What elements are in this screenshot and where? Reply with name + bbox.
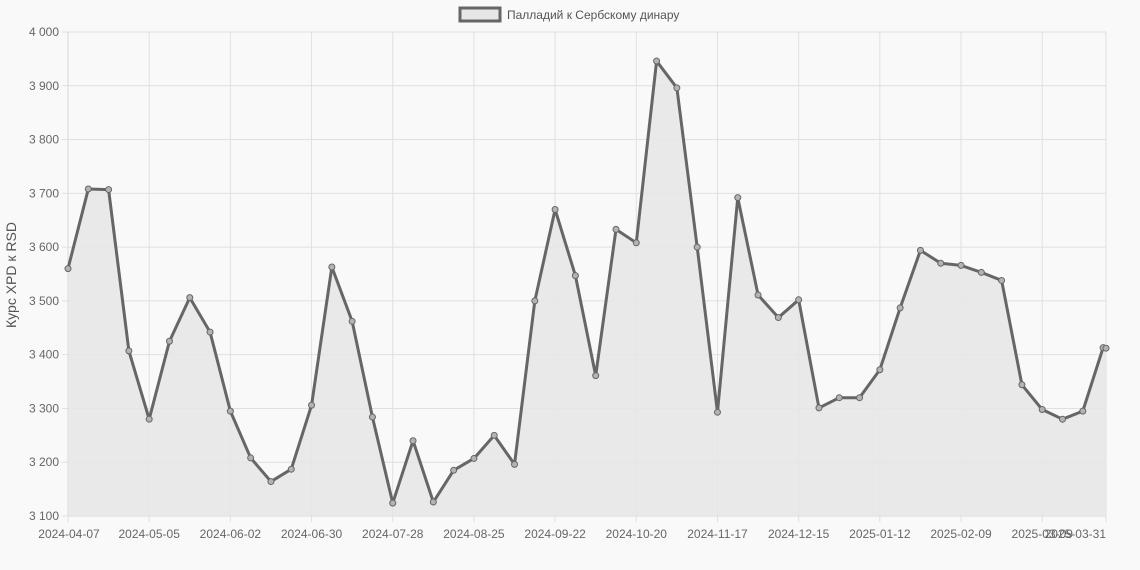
x-tick-label: 2024-12-15 — [768, 527, 830, 541]
data-point[interactable] — [1102, 344, 1110, 352]
x-tick-label: 2025-03-09 — [1012, 527, 1074, 541]
data-point[interactable] — [815, 404, 823, 412]
x-tick-label: 2024-11-17 — [687, 527, 748, 541]
data-point[interactable] — [876, 366, 884, 374]
data-point[interactable] — [389, 499, 397, 507]
y-tick-label: 3 700 — [29, 186, 59, 200]
data-point[interactable] — [105, 186, 113, 194]
data-point[interactable] — [998, 276, 1006, 284]
data-point[interactable] — [368, 413, 376, 421]
y-axis-title: Курс XPD к RSD — [3, 222, 19, 328]
data-point[interactable] — [84, 185, 92, 193]
x-tick-label: 2024-07-28 — [362, 527, 424, 541]
data-point[interactable] — [632, 239, 640, 247]
data-point[interactable] — [937, 259, 945, 267]
data-point[interactable] — [856, 394, 864, 402]
data-point[interactable] — [64, 265, 72, 273]
data-point[interactable] — [1079, 407, 1087, 415]
data-point[interactable] — [409, 437, 417, 445]
y-tick-label: 3 600 — [29, 240, 59, 254]
x-tick-label: 2024-04-07 — [38, 527, 100, 541]
y-tick-label: 3 300 — [29, 401, 59, 415]
data-point[interactable] — [165, 337, 173, 345]
y-tick-label: 3 900 — [29, 79, 59, 93]
data-point[interactable] — [693, 243, 701, 251]
data-point[interactable] — [673, 84, 681, 92]
y-tick-label: 3 800 — [29, 133, 59, 147]
data-point[interactable] — [1059, 415, 1067, 423]
y-axis: 3 100 3 200 3 300 3 400 3 500 3 600 3 700 3 800… — [29, 25, 59, 523]
data-point[interactable] — [774, 314, 782, 322]
data-points — [64, 57, 1110, 507]
data-point[interactable] — [125, 347, 133, 355]
legend-label: Палладий к Сербскому динару — [507, 8, 679, 22]
data-point[interactable] — [490, 431, 498, 439]
y-tick-label: 3 200 — [29, 455, 59, 469]
x-tick-label: 2025-03-31 — [1045, 527, 1107, 541]
data-point[interactable] — [754, 291, 762, 299]
data-point[interactable] — [896, 304, 904, 312]
data-point[interactable] — [267, 478, 275, 486]
data-point[interactable] — [328, 263, 336, 271]
data-point[interactable] — [977, 268, 985, 276]
y-tick-label: 4 000 — [29, 25, 59, 39]
x-axis: 2024-04-07 2024-05-05 2024-06-02 2024-06-30… — [38, 527, 1106, 541]
x-tick-label: 2025-01-12 — [849, 527, 911, 541]
x-tick-label: 2024-06-02 — [200, 527, 262, 541]
data-point[interactable] — [206, 328, 214, 336]
x-tick-label: 2024-06-30 — [281, 527, 343, 541]
legend[interactable]: Палладий к Сербскому динару — [458, 6, 679, 23]
data-point[interactable] — [835, 394, 843, 402]
x-tick-label: 2025-02-09 — [930, 527, 992, 541]
data-point[interactable] — [612, 225, 620, 233]
x-tick-label: 2024-05-05 — [118, 527, 180, 541]
x-tick-label: 2024-08-25 — [443, 527, 505, 541]
data-point[interactable] — [531, 297, 539, 305]
series-area-fill — [68, 61, 1106, 516]
data-point[interactable] — [1038, 406, 1046, 414]
data-point[interactable] — [348, 317, 356, 325]
data-point[interactable] — [571, 272, 579, 280]
data-point[interactable] — [653, 57, 661, 65]
data-point[interactable] — [916, 246, 924, 254]
y-tick-label: 3 100 — [29, 509, 59, 523]
data-point[interactable] — [1018, 381, 1026, 389]
y-tick-label: 3 400 — [29, 348, 59, 362]
data-point[interactable] — [247, 454, 255, 462]
data-point[interactable] — [511, 460, 519, 468]
y-tick-label: 3 500 — [29, 294, 59, 308]
data-point[interactable] — [957, 261, 965, 269]
data-point[interactable] — [287, 465, 295, 473]
data-point[interactable] — [308, 401, 316, 409]
data-point[interactable] — [145, 415, 153, 423]
data-point[interactable] — [713, 408, 721, 416]
data-point[interactable] — [592, 372, 600, 380]
x-tick-label: 2024-10-20 — [606, 527, 668, 541]
data-point[interactable] — [429, 498, 437, 506]
data-point[interactable] — [795, 296, 803, 304]
legend-swatch — [458, 6, 502, 23]
data-point[interactable] — [551, 205, 559, 213]
data-point[interactable] — [450, 466, 458, 474]
x-tick-label: 2024-09-22 — [524, 527, 586, 541]
data-point[interactable] — [734, 194, 742, 202]
data-point[interactable] — [186, 294, 194, 302]
data-point[interactable] — [226, 407, 234, 415]
data-point[interactable] — [470, 454, 478, 462]
series-area — [68, 61, 1106, 516]
